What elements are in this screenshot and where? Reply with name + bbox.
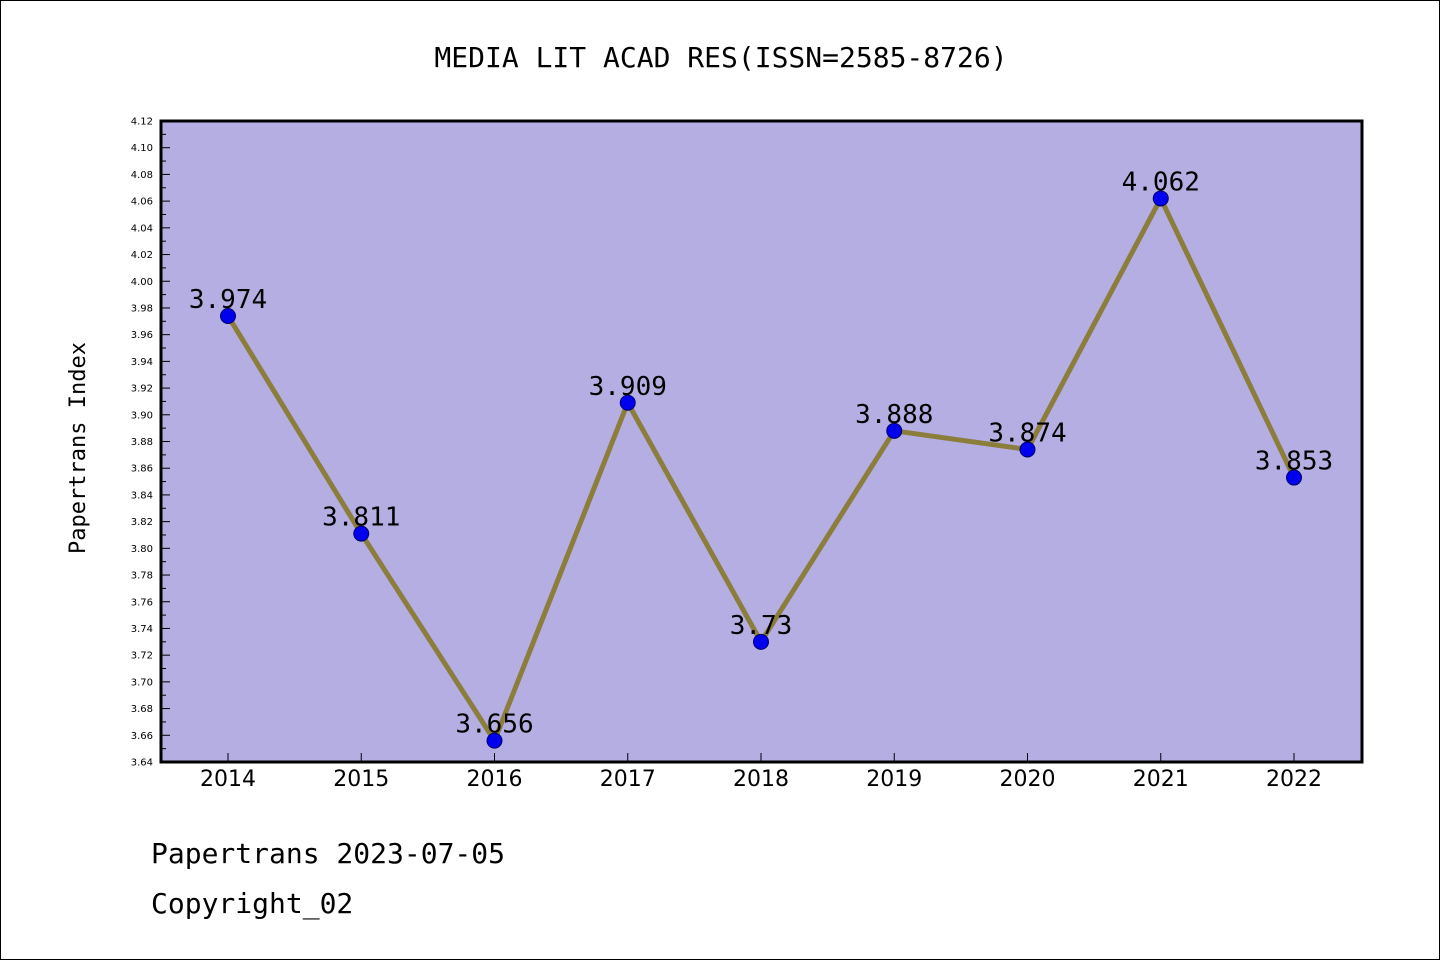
data-point-marker xyxy=(753,633,769,650)
data-label: 4.062 xyxy=(1122,167,1200,197)
y-tick-label: 3.76 xyxy=(131,597,153,608)
y-tick-label: 3.92 xyxy=(131,384,153,395)
x-tick-label: 2021 xyxy=(1133,767,1189,792)
x-tick-label: 2017 xyxy=(600,767,656,792)
y-tick-label: 4.12 xyxy=(131,117,153,128)
y-tick-label: 3.94 xyxy=(131,357,153,368)
data-label: 3.888 xyxy=(855,400,933,430)
y-tick-label: 3.96 xyxy=(131,330,153,341)
data-point-marker xyxy=(220,307,236,324)
y-tick-label: 4.02 xyxy=(131,250,153,261)
y-tick-label: 3.74 xyxy=(131,624,153,635)
x-axis-ticks: 2014 2015 2016 2017 2018 2019 2020 2021 2022 xyxy=(200,753,1322,792)
y-tick-label: 4.00 xyxy=(131,277,153,288)
y-tick-label: 3.86 xyxy=(131,464,153,475)
x-tick-label: 2019 xyxy=(866,767,922,792)
data-point-marker xyxy=(1286,469,1302,486)
data-label: 3.974 xyxy=(189,285,267,315)
y-tick-label: 3.90 xyxy=(131,410,153,421)
footer-date-text: Papertrans 2023-07-05 xyxy=(151,837,506,870)
plot-area xyxy=(159,119,1364,764)
data-point-marker xyxy=(353,525,370,542)
y-tick-label: 3.68 xyxy=(131,704,153,715)
y-tick-label: 3.64 xyxy=(131,758,153,769)
data-point-marker xyxy=(1152,190,1169,207)
data-markers xyxy=(220,190,1302,749)
y-tick-label: 3.80 xyxy=(131,544,153,555)
x-tick-label: 2018 xyxy=(733,767,789,792)
data-label: 3.853 xyxy=(1255,447,1333,477)
x-tick-label: 2022 xyxy=(1266,767,1322,792)
data-point-marker xyxy=(1019,441,1036,458)
data-point-marker xyxy=(486,732,503,749)
y-tick-label: 3.72 xyxy=(131,651,153,662)
y-tick-label: 3.88 xyxy=(131,437,153,448)
data-point-marker xyxy=(886,422,903,439)
data-label: 3.73 xyxy=(730,611,793,641)
y-tick-label: 3.98 xyxy=(131,303,153,314)
y-tick-label: 4.04 xyxy=(131,223,153,234)
data-labels: 3.974 3.811 3.656 3.909 3.73 3.888 3.874 4.062 3… xyxy=(189,167,1333,739)
y-axis-ticks: 3.64 3.66 3.68 3.70 3.72 3.74 3.76 3.78 3.80 3.82… xyxy=(131,117,170,769)
y-tick-label: 3.70 xyxy=(131,677,153,688)
y-axis-label: Papertrans Index xyxy=(66,342,91,554)
y-tick-label: 4.10 xyxy=(131,143,153,154)
footer-copyright-text: Copyright_02 xyxy=(151,887,354,920)
y-tick-label: 4.08 xyxy=(131,170,153,181)
y-tick-label: 3.82 xyxy=(131,517,153,528)
x-tick-label: 2015 xyxy=(333,767,389,792)
x-tick-label: 2020 xyxy=(1000,767,1056,792)
y-tick-label: 3.84 xyxy=(131,490,153,501)
x-tick-label: 2016 xyxy=(467,767,523,792)
data-label: 3.811 xyxy=(322,503,400,533)
data-point-marker xyxy=(619,394,636,411)
data-label: 3.909 xyxy=(589,372,667,402)
y-tick-label: 3.78 xyxy=(131,571,153,582)
y-tick-label: 4.06 xyxy=(131,197,153,208)
chart-title: MEDIA LIT ACAD RES(ISSN=2585-8726) xyxy=(434,41,1007,74)
y-tick-label: 3.66 xyxy=(131,731,153,742)
x-tick-label: 2014 xyxy=(200,767,256,792)
data-label: 3.656 xyxy=(455,710,533,740)
data-label: 3.874 xyxy=(988,419,1066,449)
